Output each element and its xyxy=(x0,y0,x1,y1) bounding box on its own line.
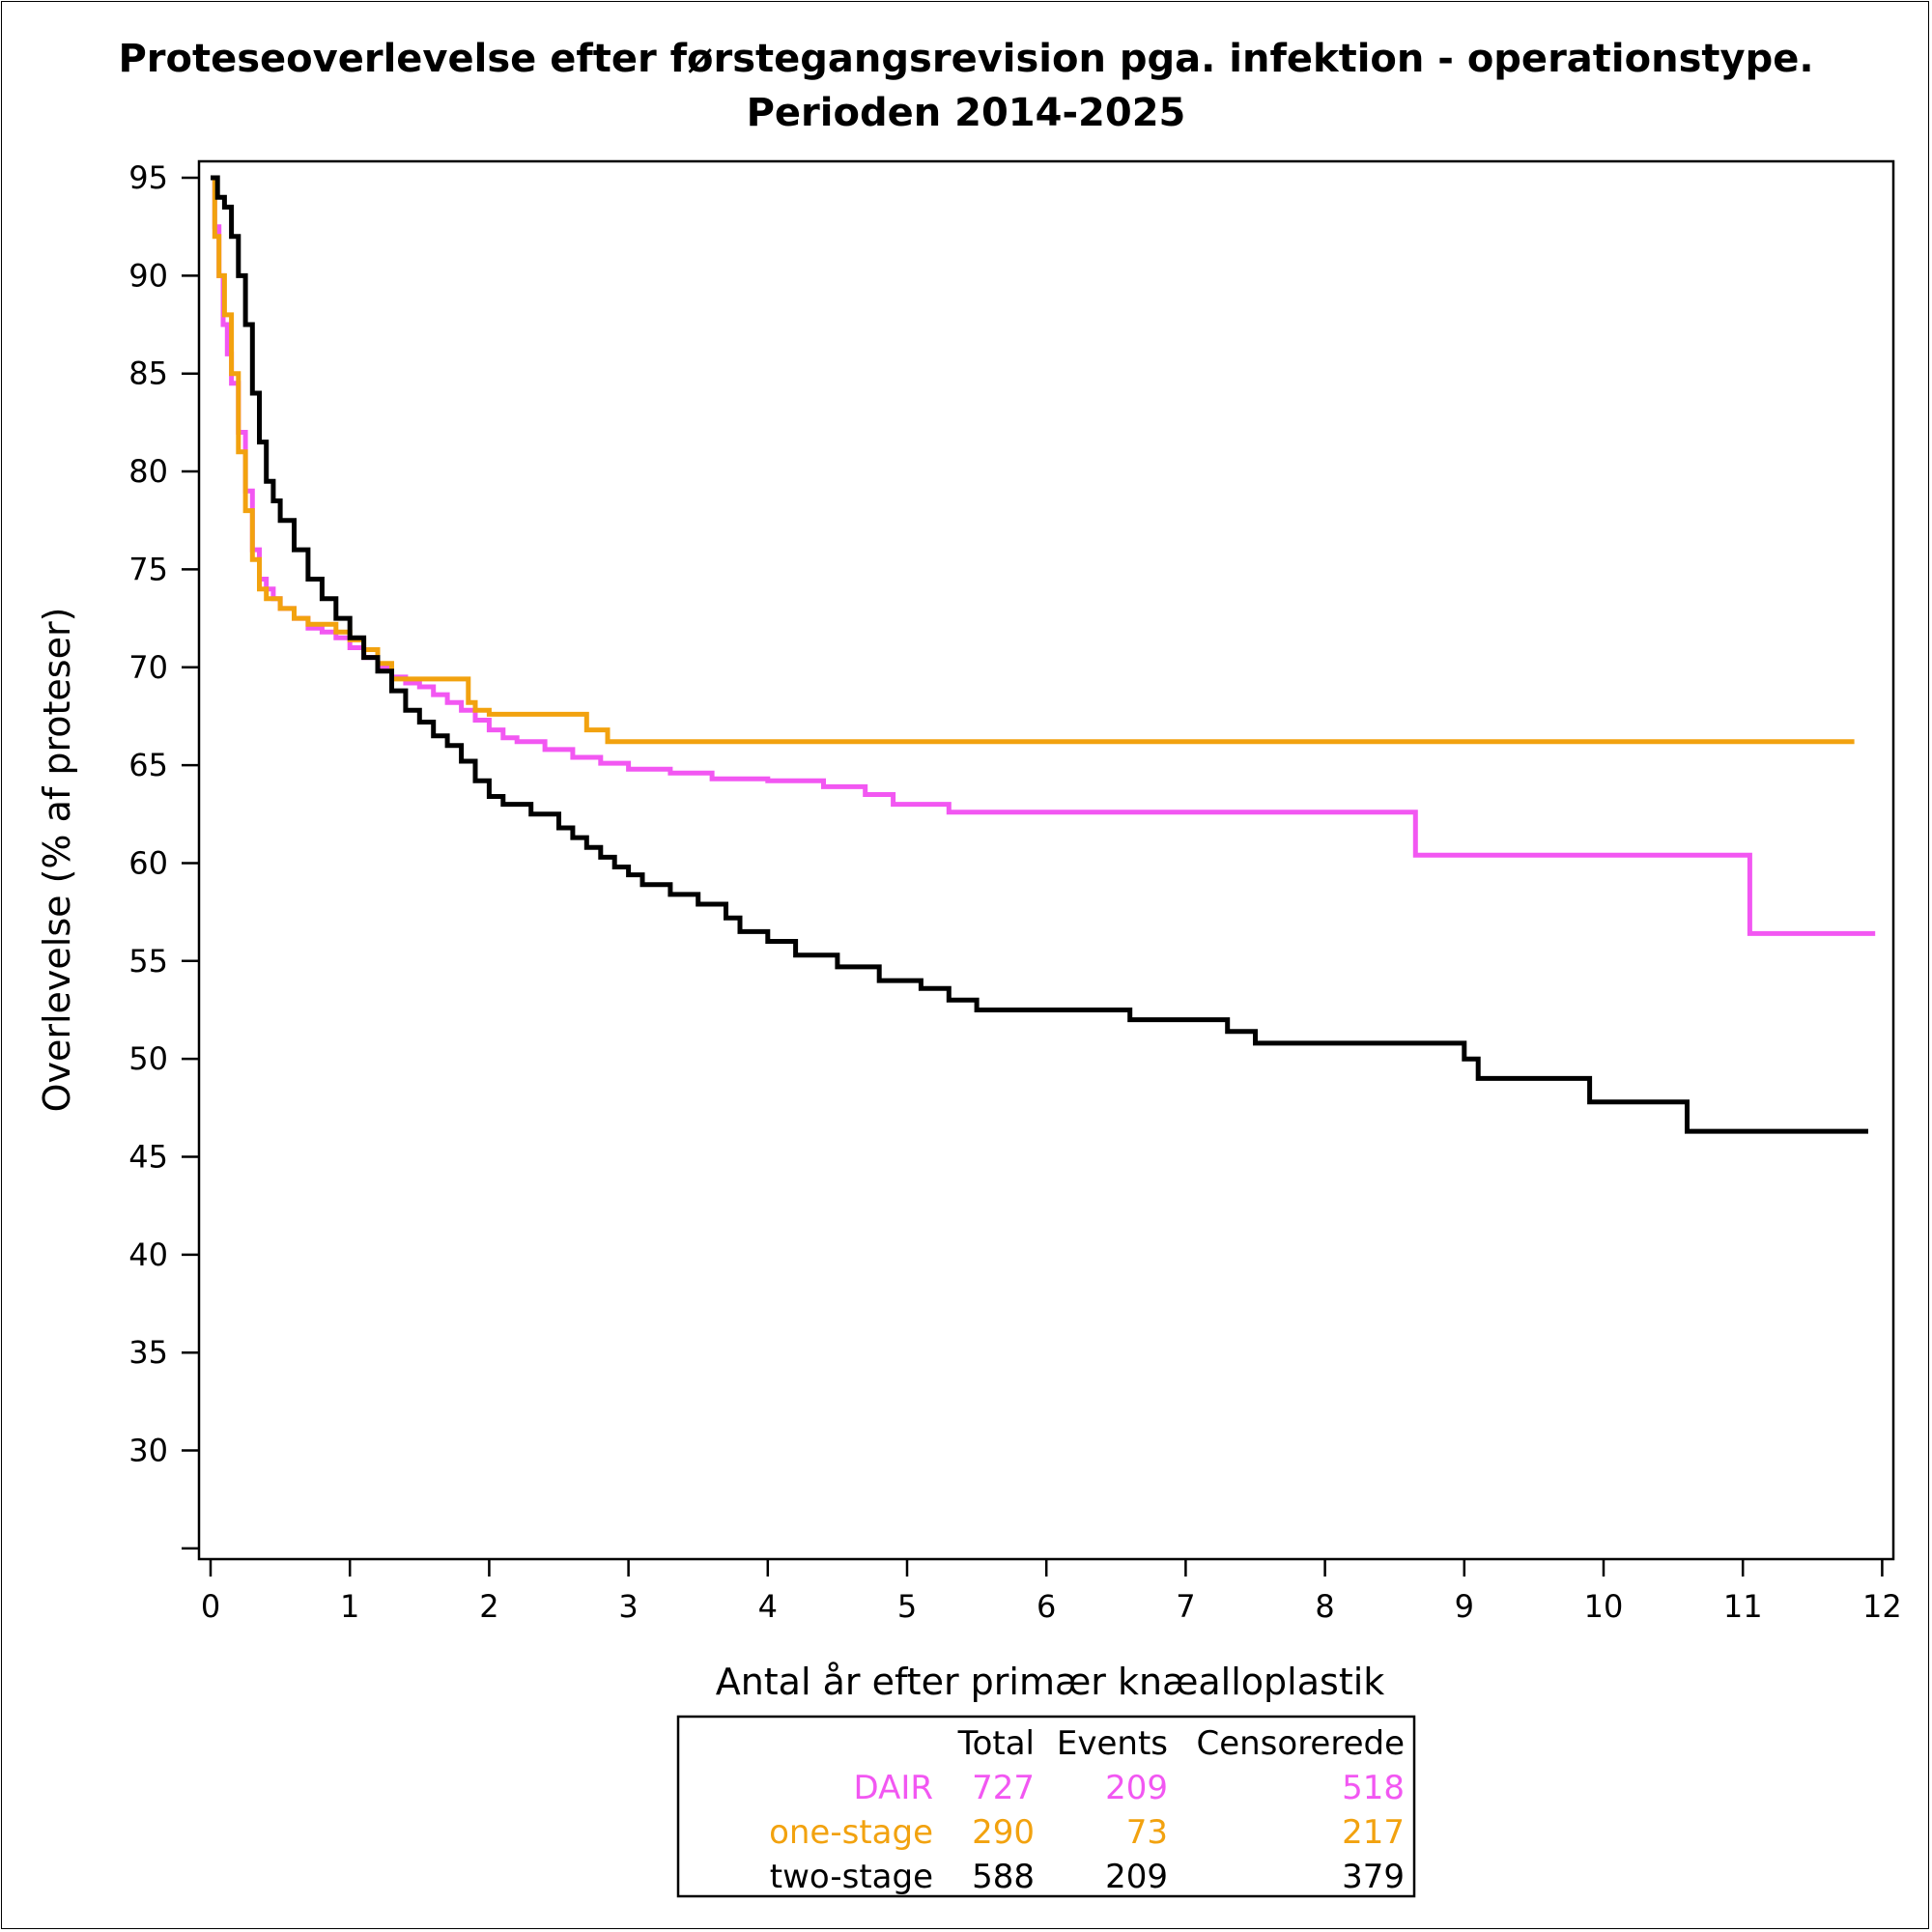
y-axis: 95 90 85 80 75 70 65 60 55 50 45 40 35 30 xyxy=(128,159,199,1550)
y-axis-label: Overlevelse (% af proteser) xyxy=(36,608,78,1113)
stats-table-box xyxy=(676,1715,1416,1898)
series-line-two-stage xyxy=(211,175,1868,1134)
y-tick-label: 90 xyxy=(128,257,168,294)
y-tick-label: 80 xyxy=(128,453,168,490)
y-tick-label: 55 xyxy=(128,943,168,980)
y-tick-label: 35 xyxy=(128,1334,168,1371)
x-tick-label: 1 xyxy=(340,1588,359,1625)
y-tick-label: 85 xyxy=(128,355,168,392)
chart-subtitle: Perioden 2014-2025 xyxy=(747,91,1186,135)
table-cell-label: DAIR xyxy=(854,1769,934,1807)
y-tick-label: 60 xyxy=(128,844,168,881)
y-tick-label: 75 xyxy=(128,551,168,587)
table-cell-events: 73 xyxy=(1126,1813,1168,1852)
y-tick-label: 50 xyxy=(128,1040,168,1077)
series-line-dair xyxy=(211,175,1876,936)
table-censored-header: Censorerede xyxy=(1196,1724,1405,1763)
stats-table: Total Events Censorerede DAIR 727 209 518 one-s… xyxy=(769,1724,1405,1896)
table-cell-events: 209 xyxy=(1105,1769,1168,1807)
table-cell-total: 727 xyxy=(972,1769,1035,1807)
series-line-one-stage xyxy=(211,175,1855,745)
x-tick-label: 0 xyxy=(201,1588,220,1625)
table-cell-censored: 518 xyxy=(1342,1769,1405,1807)
x-tick-label: 2 xyxy=(479,1588,498,1625)
x-tick-label: 5 xyxy=(897,1588,917,1625)
table-cell-censored: 379 xyxy=(1342,1858,1405,1896)
table-events-header: Events xyxy=(1057,1724,1168,1763)
table-cell-total: 588 xyxy=(972,1858,1035,1896)
y-tick-label: 30 xyxy=(128,1433,168,1469)
x-tick-label: 3 xyxy=(618,1588,638,1625)
table-total-header: Total xyxy=(957,1724,1035,1763)
table-cell-censored: 217 xyxy=(1342,1813,1405,1852)
x-tick-label: 12 xyxy=(1862,1588,1902,1625)
y-tick-label: 40 xyxy=(128,1236,168,1273)
y-tick-label: 70 xyxy=(128,649,168,686)
x-tick-label: 6 xyxy=(1037,1588,1056,1625)
chart-title: Proteseoverlevelse efter førstegangsrevi… xyxy=(118,37,1813,81)
x-tick-label: 11 xyxy=(1723,1588,1763,1625)
x-tick-label: 9 xyxy=(1455,1588,1474,1625)
x-tick-label: 10 xyxy=(1584,1588,1624,1625)
x-tick-label: 4 xyxy=(758,1588,778,1625)
plot-area xyxy=(197,159,1895,1561)
x-tick-label: 7 xyxy=(1176,1588,1195,1625)
y-tick-label: 95 xyxy=(128,159,168,196)
x-tick-label: 8 xyxy=(1315,1588,1334,1625)
series-group xyxy=(211,175,1876,1134)
table-cell-events: 209 xyxy=(1105,1858,1168,1896)
table-cell-label: one-stage xyxy=(769,1813,933,1852)
table-cell-total: 290 xyxy=(972,1813,1035,1852)
table-cell-label: two-stage xyxy=(770,1858,933,1896)
y-tick-label: 65 xyxy=(128,747,168,783)
x-axis: 0 1 2 3 4 5 6 7 8 9 10 11 12 xyxy=(201,1559,1902,1625)
x-axis-label: Antal år efter primær knæalloplastik xyxy=(716,1661,1385,1703)
y-tick-label: 45 xyxy=(128,1139,168,1176)
